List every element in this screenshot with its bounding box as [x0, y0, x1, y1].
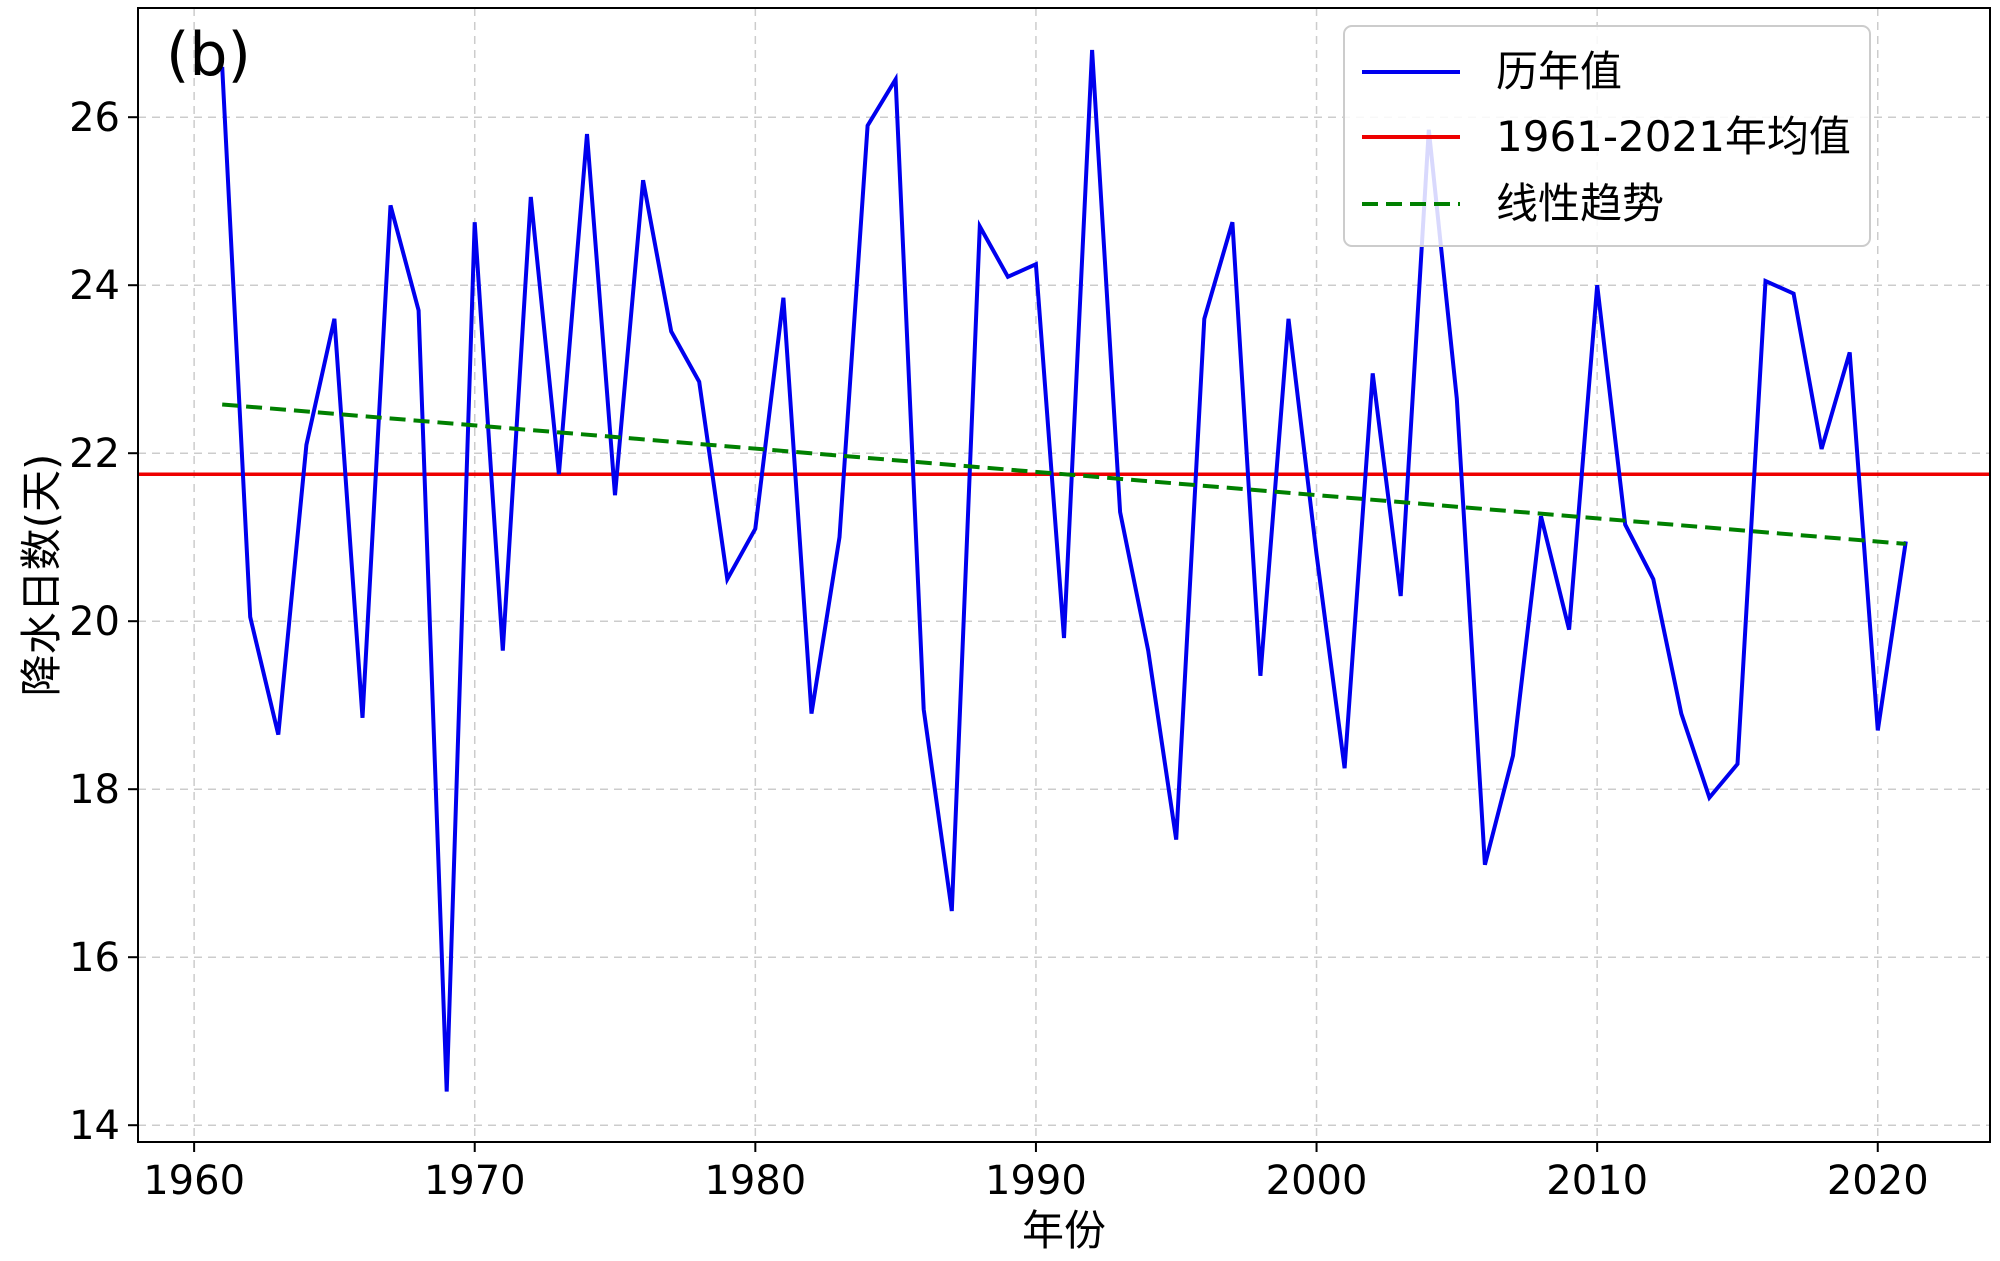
legend-label-trend: 线性趋势 — [1496, 179, 1664, 228]
y-tick-label: 26 — [69, 95, 120, 141]
y-tick-label: 20 — [69, 599, 120, 645]
x-tick-label: 1990 — [985, 1158, 1087, 1204]
panel-label: (b) — [166, 20, 251, 90]
y-axis-ticks: 14 16 18 20 22 24 26 — [69, 95, 138, 1149]
y-tick-label: 14 — [69, 1103, 120, 1149]
legend-label-annual: 历年值 — [1496, 47, 1622, 96]
annual-series-line — [220, 49, 1908, 1092]
y-tick-label: 18 — [69, 767, 120, 813]
legend-box — [1343, 25, 1871, 247]
x-tick-label: 2000 — [1266, 1158, 1368, 1204]
x-tick-label: 2010 — [1546, 1158, 1648, 1204]
y-tick-label: 22 — [69, 431, 120, 477]
x-tick-label: 1970 — [424, 1158, 526, 1204]
x-tick-label: 1960 — [143, 1158, 245, 1204]
series-layer — [138, 49, 1990, 1092]
legend: 历年值 1961-2021年均值 线性趋势 — [1343, 25, 1871, 247]
plot-frame — [137, 7, 1991, 1143]
x-axis-ticks: 1960 1970 1980 1990 2000 2010 2020 — [143, 1142, 1929, 1204]
legend-label-mean: 1961-2021年均值 — [1496, 112, 1851, 161]
y-axis-title: 降水日数(天) — [17, 454, 66, 697]
trend-line — [222, 402, 1906, 546]
y-tick-label: 24 — [69, 263, 120, 309]
y-tick-label: 16 — [69, 935, 120, 981]
x-tick-label: 1980 — [704, 1158, 806, 1204]
x-tick-label: 2020 — [1827, 1158, 1929, 1204]
x-axis-title: 年份 — [1022, 1206, 1106, 1255]
